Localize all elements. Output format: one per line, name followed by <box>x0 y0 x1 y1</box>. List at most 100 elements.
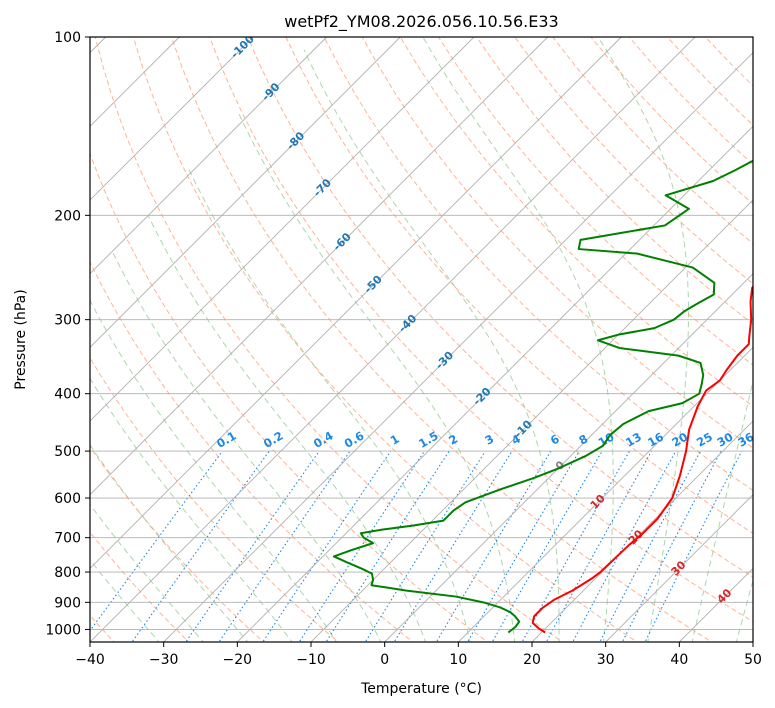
y-tick-label: 700 <box>54 531 81 547</box>
x-tick-label: −20 <box>223 652 253 668</box>
dry-adiabat-label: 10 <box>588 492 608 512</box>
dry-adiabat-label: -20 <box>470 385 493 408</box>
mixing-ratio-label: 1 <box>388 432 402 448</box>
moist-adiabat <box>90 503 204 642</box>
dry-adiabat <box>247 37 753 578</box>
dry-adiabat <box>590 37 753 205</box>
mixing-ratio-line <box>393 450 513 642</box>
dry-adiabat-label: -90 <box>259 80 282 103</box>
profile-series <box>332 159 753 634</box>
mixing-ratio-line <box>131 450 270 642</box>
mixing-ratio-line <box>90 450 223 632</box>
moist-adiabat <box>90 444 249 642</box>
x-tick-label: −40 <box>75 652 105 668</box>
isotherm-line <box>310 199 753 642</box>
isotherm-line <box>752 641 753 642</box>
moist-adiabat <box>597 37 689 642</box>
dry-adiabat <box>514 37 753 285</box>
dry-adiabat <box>704 37 753 87</box>
moist-adiabat <box>238 114 516 642</box>
dry-adiabat <box>399 37 753 407</box>
y-axis-label: Pressure (hPa) <box>13 289 29 389</box>
dry-adiabats <box>90 37 753 642</box>
y-tick-label: 900 <box>54 595 81 611</box>
plot-area: -100-90-80-70-60-50-40-30-20-10010203040… <box>90 37 756 642</box>
mixing-ratio-line <box>185 450 320 642</box>
dewpoint-line <box>332 159 753 634</box>
dry-adiabat-label: 30 <box>669 558 689 578</box>
x-tick-label: 0 <box>380 652 389 668</box>
dry-adiabat-label: -60 <box>331 230 354 253</box>
isotherm-line <box>90 37 401 348</box>
y-tick-label: 1000 <box>45 622 81 638</box>
isotherm-line <box>531 420 753 642</box>
y-tick-label: 800 <box>54 565 81 581</box>
mixing-ratio-label: 20 <box>669 430 690 450</box>
mixing-ratio-line <box>298 450 425 642</box>
dry-adiabat-label: -80 <box>284 129 307 152</box>
y-tick-label: 200 <box>54 208 81 224</box>
dry-adiabat-label: 40 <box>714 586 734 606</box>
moist-adiabat <box>90 299 338 642</box>
grid-lines <box>90 37 753 642</box>
moist-adiabat <box>186 165 471 642</box>
isotherm-line <box>90 37 622 569</box>
mixing-ratio-label: 36 <box>735 430 756 450</box>
chart-title: wetPf2_YM08.2026.056.10.56.E33 <box>284 12 558 32</box>
x-tick-label: −10 <box>296 652 326 668</box>
dry-adiabat <box>552 37 753 245</box>
y-tick-label: 500 <box>54 444 81 460</box>
isotherm-line <box>90 37 254 201</box>
mixing-ratio-label: 6 <box>548 432 562 448</box>
mixing-ratio-label: 0.2 <box>261 428 286 450</box>
y-tick-label: 300 <box>54 313 81 329</box>
dry-adiabat-label: -50 <box>362 273 385 296</box>
isotherm-line <box>90 37 327 275</box>
mixing-ratio-label: 1.5 <box>416 428 441 450</box>
mixing-ratio-line <box>644 450 743 642</box>
moist-adiabat <box>735 578 753 642</box>
dry-adiabat-label: -40 <box>396 312 419 335</box>
isotherm-line <box>605 494 753 642</box>
y-tick-label: 100 <box>54 30 81 46</box>
x-axis-ticks: −40 −30 −20 −10 0 10 20 30 40 50 <box>75 642 762 668</box>
mixing-ratio-line <box>466 450 580 642</box>
mixing-ratio-label: 0.4 <box>311 428 336 450</box>
isotherm-line <box>90 37 548 496</box>
dry-adiabat <box>438 37 753 366</box>
mixing-ratio-label: 2 <box>446 432 460 448</box>
dry-adiabat <box>132 37 638 642</box>
mixing-ratio-label: 3 <box>482 432 496 448</box>
dry-adiabat <box>94 37 564 642</box>
plot-frame <box>89 36 754 643</box>
mixing-ratio-labels: 0.1 0.2 0.4 0.6 1 1.5 2 3 4 6 8 10 13 16 20 25 30 36 <box>214 428 756 450</box>
y-axis-ticks: 100 200 300 400 500 600 700 800 900 1000 <box>45 30 90 638</box>
dry-adiabat <box>285 37 753 535</box>
moist-adiabat <box>691 378 753 642</box>
x-tick-label: 30 <box>597 652 615 668</box>
mixing-ratio-line <box>218 450 351 642</box>
dry-adiabat <box>90 446 265 642</box>
moist-adiabat <box>147 215 427 642</box>
mixing-ratio-line <box>599 450 702 642</box>
x-tick-label: 20 <box>523 652 541 668</box>
moist-adiabats <box>90 37 753 642</box>
isotherm-line <box>90 37 475 422</box>
mixing-ratio-label: 8 <box>576 432 590 448</box>
isotherm-line <box>679 567 753 642</box>
dry-adiabat-label: -30 <box>433 349 456 372</box>
isotherm-line <box>384 273 753 642</box>
mixing-ratio-line <box>325 450 450 642</box>
mixing-ratio-line <box>262 450 392 642</box>
dry-adiabat <box>323 37 753 491</box>
mixing-ratio-line <box>572 450 677 642</box>
x-axis-label: Temperature (°C) <box>360 681 482 697</box>
isotherm-line <box>458 346 753 642</box>
dry-adiabat <box>361 37 753 449</box>
x-tick-label: 50 <box>744 652 762 668</box>
moist-adiabat <box>303 49 560 642</box>
mixing-ratio-label: 30 <box>715 430 736 450</box>
dry-adiabat <box>171 37 713 642</box>
mixing-ratio-label: 25 <box>694 430 715 450</box>
